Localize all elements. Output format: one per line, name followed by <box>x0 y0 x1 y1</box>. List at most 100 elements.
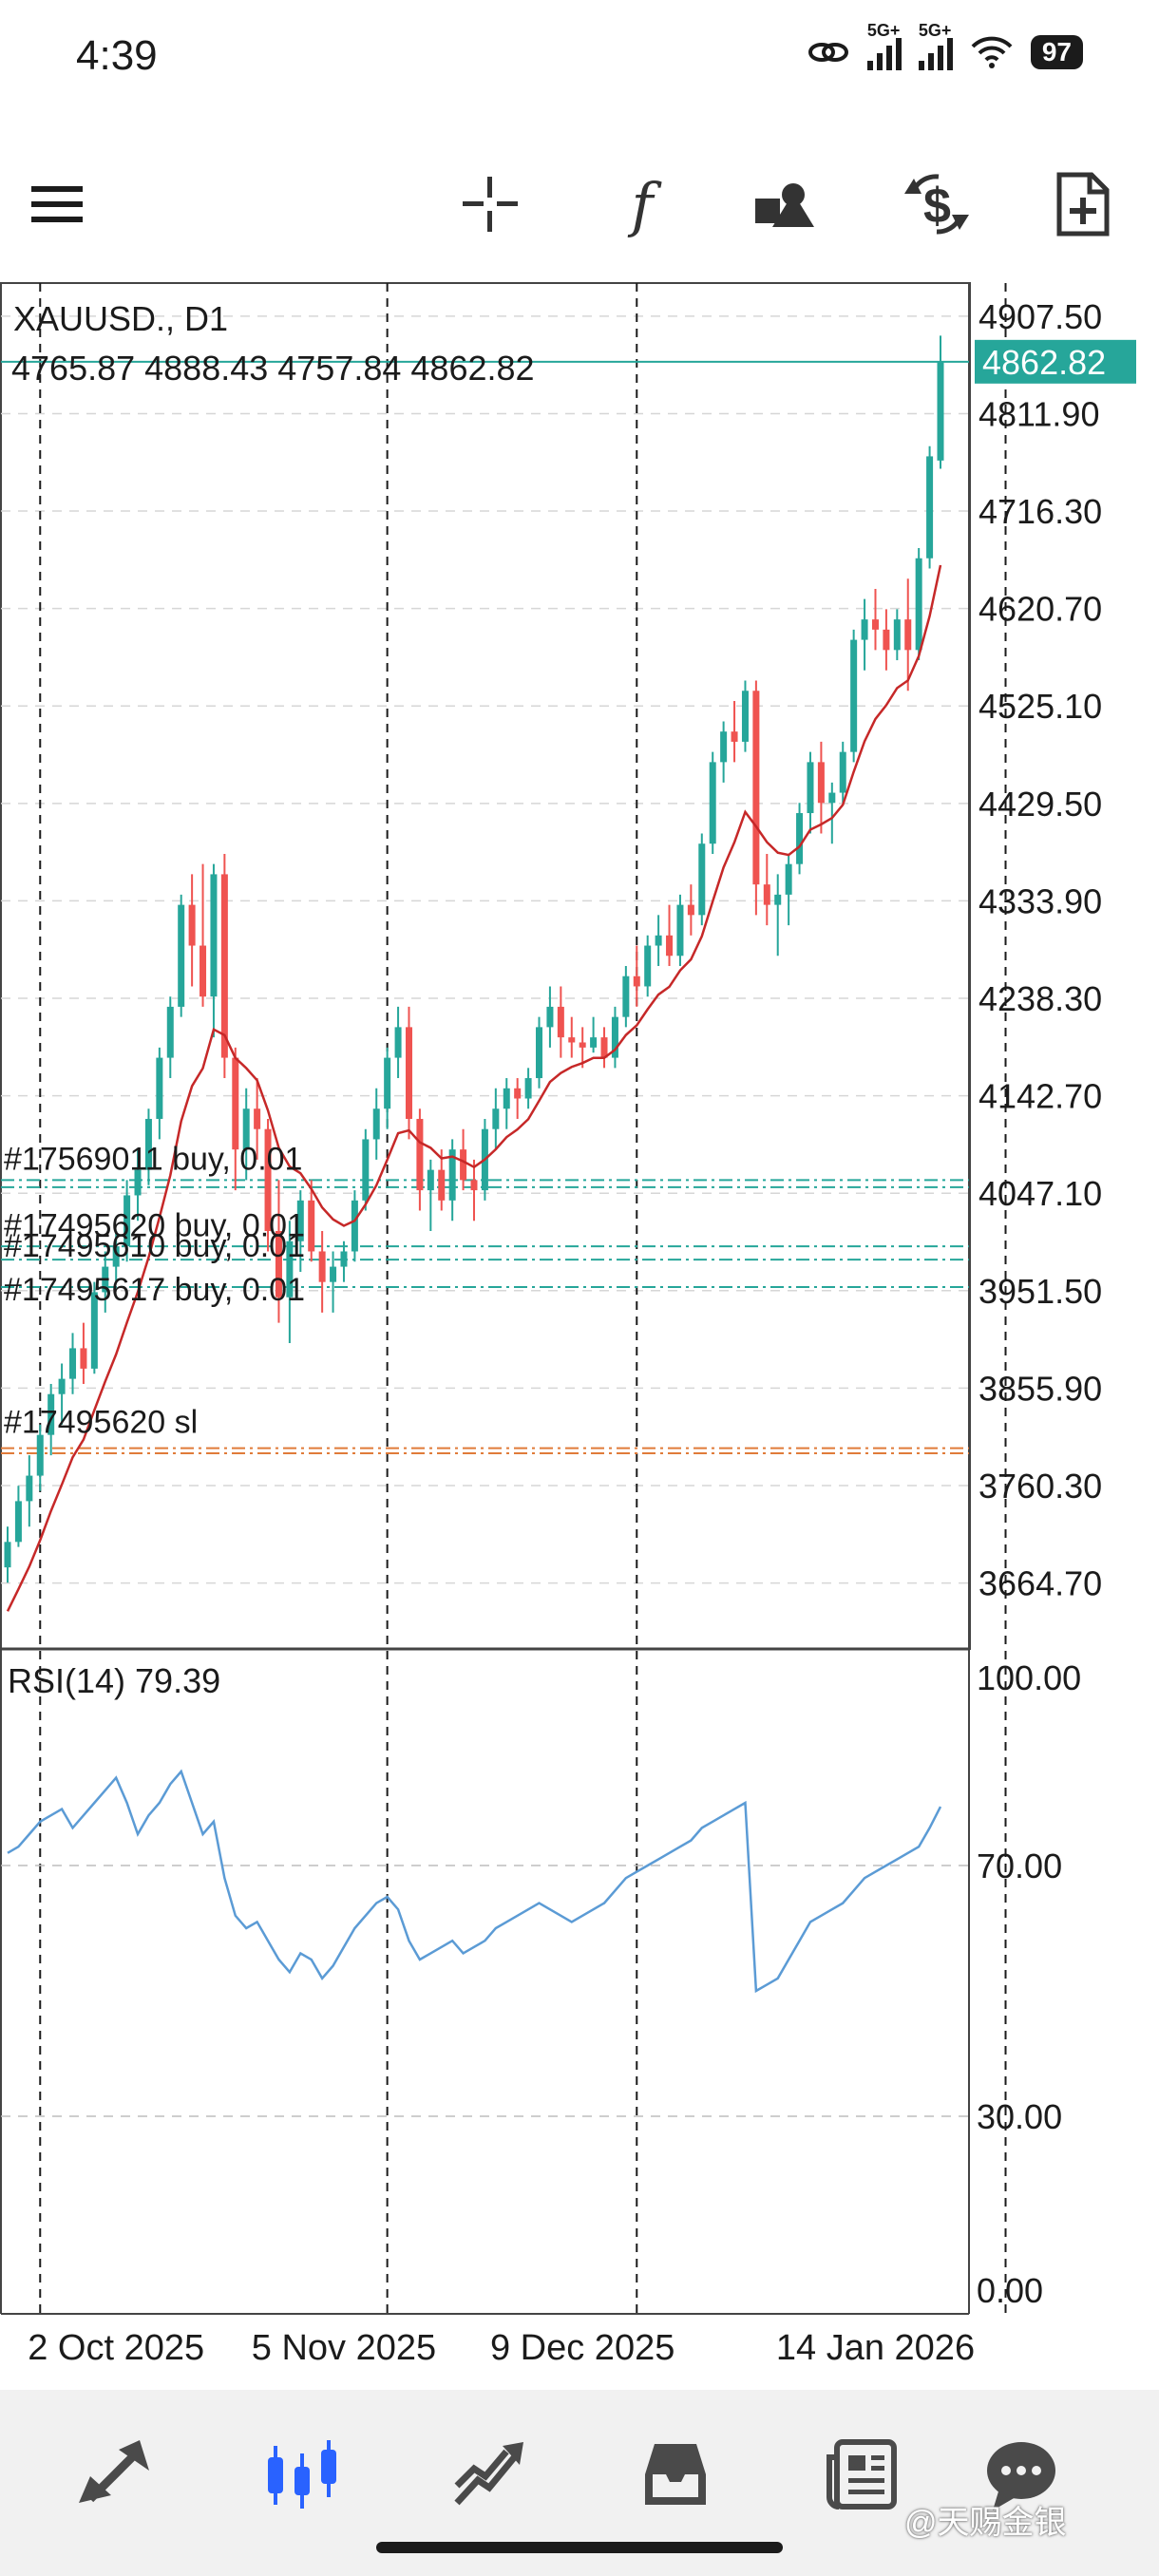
bull-candle <box>112 1246 120 1267</box>
nav-messages[interactable] <box>969 2422 1074 2527</box>
order-label: #17495617 buy, 0.01 <box>4 1272 305 1308</box>
bull-candle <box>676 904 684 957</box>
bear-candle <box>188 904 196 946</box>
trade-icon[interactable]: $ <box>899 152 975 256</box>
date-tick-label: 5 Nov 2025 <box>252 2328 436 2368</box>
rsi-axis: 100.00 70.00 30.00 0.00 <box>977 1658 1081 2310</box>
nav-trade[interactable] <box>435 2422 540 2527</box>
bull-candle <box>546 1006 554 1028</box>
nav-chart[interactable] <box>249 2422 353 2527</box>
quotes-icon <box>79 2440 149 2503</box>
bear-candle <box>80 1348 87 1369</box>
trade-icon <box>454 2442 523 2506</box>
toolbar: f $ <box>0 152 1159 256</box>
menu-icon[interactable] <box>23 152 91 256</box>
bull-candle <box>286 1241 294 1297</box>
bull-candle <box>296 1200 304 1241</box>
price-tick-label: 4907.50 <box>978 297 1102 336</box>
signal-icon: 5G+ <box>866 21 902 70</box>
svg-text:$: $ <box>923 179 951 234</box>
bull-candle <box>611 1016 618 1058</box>
bull-candle <box>709 762 716 844</box>
date-axis: 2 Oct 2025 5 Nov 2025 9 Dec 2025 14 Jan 202… <box>28 2328 975 2368</box>
bull-candle <box>156 1057 163 1119</box>
home-indicator[interactable] <box>376 2542 783 2553</box>
date-tick-label: 2 Oct 2025 <box>28 2328 204 2368</box>
bull-candle <box>90 1292 98 1369</box>
function-icon[interactable]: f <box>608 152 676 256</box>
price-tick-label: 4238.30 <box>978 979 1102 1018</box>
bear-candle <box>514 1088 522 1099</box>
current-price-label: 4862.82 <box>982 343 1106 382</box>
bear-candle <box>308 1200 315 1252</box>
status-icons: 5G+ 5G+ 97 <box>807 21 1083 70</box>
nav-history[interactable] <box>623 2422 728 2527</box>
nav-news[interactable] <box>809 2422 914 2527</box>
price-tick-label: 4525.10 <box>978 687 1102 726</box>
watermark: @天赐金银 <box>904 2505 1067 2541</box>
bull-candle <box>340 1251 348 1267</box>
bull-candle <box>655 935 662 946</box>
bull-candle <box>372 1108 380 1140</box>
bull-candle <box>524 1078 532 1099</box>
status-bar: 4:39 5G+ 5G+ 97 <box>0 0 1159 123</box>
bear-candle <box>600 1037 608 1058</box>
network-label: 5G+ <box>918 21 952 40</box>
price-tick-label: 4047.10 <box>978 1174 1102 1213</box>
rsi-levels <box>1 1865 969 2117</box>
price-tick-label: 4142.70 <box>978 1077 1102 1116</box>
add-window-icon[interactable] <box>1049 152 1117 256</box>
bull-candle <box>427 1169 434 1191</box>
signal-icon: 5G+ <box>918 21 953 70</box>
rsi-tick-label: 100.00 <box>977 1658 1081 1697</box>
nav-quotes[interactable] <box>63 2422 167 2527</box>
objects-icon[interactable] <box>750 152 819 256</box>
rsi-tick-label: 0.00 <box>977 2271 1043 2310</box>
chart-area[interactable]: 4907.50 4811.90 4716.30 4620.70 4525.10 4429.… <box>0 281 1159 2390</box>
bull-candle <box>58 1378 66 1394</box>
moving-average-line <box>6 564 942 1612</box>
bull-candle <box>698 843 706 916</box>
bull-candle <box>828 792 836 804</box>
news-icon <box>826 2439 897 2510</box>
price-tick-label: 4716.30 <box>978 492 1102 531</box>
bear-candle <box>416 1118 424 1191</box>
crosshair-icon[interactable] <box>456 152 524 256</box>
bear-candle <box>763 884 770 905</box>
order-label: #17569011 buy, 0.01 <box>4 1142 302 1178</box>
bull-candle <box>741 691 749 742</box>
ohlc-values: 4765.87 4888.43 4757.84 4862.82 <box>11 349 535 388</box>
bull-candle <box>644 945 652 987</box>
function-glyph: f <box>631 169 654 239</box>
bull-candle <box>26 1475 33 1502</box>
price-tick-label: 4333.90 <box>978 881 1102 920</box>
bull-candle <box>384 1057 391 1109</box>
chart-icon <box>268 2440 336 2509</box>
bear-candle <box>438 1169 446 1201</box>
wifi-icon <box>971 36 1013 68</box>
bull-candle <box>394 1027 402 1058</box>
bull-candle <box>362 1139 370 1201</box>
bull-candle <box>144 1118 152 1170</box>
bear-candle <box>752 691 760 885</box>
bull-candle <box>330 1266 337 1282</box>
bear-candle <box>557 1006 564 1038</box>
price-tick-label: 4620.70 <box>978 590 1102 629</box>
bull-candle <box>536 1027 543 1079</box>
bull-candle <box>210 874 218 997</box>
bull-candle <box>893 619 901 651</box>
bull-candle <box>14 1501 22 1543</box>
bear-candle <box>318 1251 326 1282</box>
bull-candle <box>492 1108 500 1129</box>
rsi-label: RSI(14) 79.39 <box>8 1661 220 1700</box>
bull-candle <box>590 1037 598 1048</box>
status-time: 4:39 <box>76 32 158 79</box>
order-label: #17495620 sl <box>4 1404 198 1440</box>
chart-canvas[interactable]: 4907.50 4811.90 4716.30 4620.70 4525.10 4429.… <box>0 281 1159 2390</box>
bull-candle <box>351 1200 358 1252</box>
bear-candle <box>871 619 879 630</box>
bull-candle <box>166 1006 174 1058</box>
rsi-tick-label: 70.00 <box>977 1847 1062 1885</box>
bull-candle <box>69 1348 77 1379</box>
price-tick-label: 4811.90 <box>978 394 1099 433</box>
